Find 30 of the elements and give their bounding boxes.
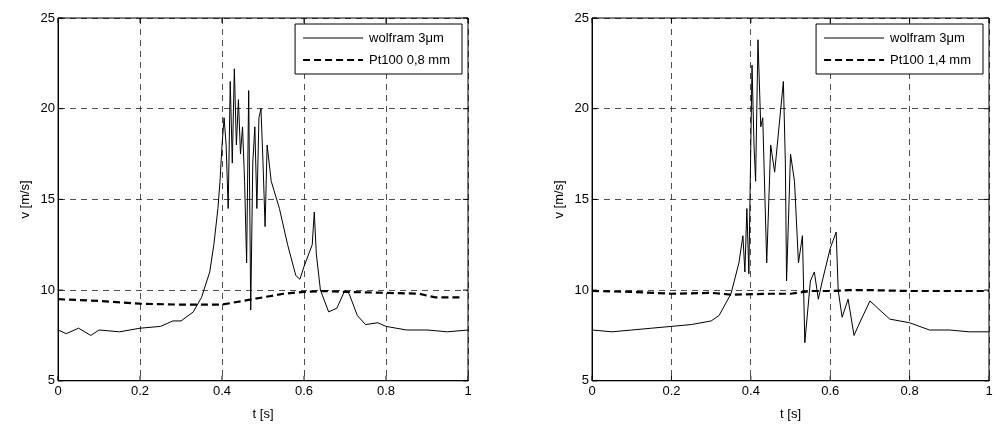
y-tick-label: 15	[574, 190, 590, 206]
y-tick-label: 5	[581, 372, 590, 388]
legend-label: Pt100 0,8 mm	[369, 51, 451, 67]
x-tick-label: 1	[464, 383, 472, 399]
x-tick-label: 0.2	[131, 383, 150, 399]
x-tick-label: 0.6	[294, 383, 314, 399]
x-tick-label: 0.6	[821, 383, 840, 399]
y-tick-label: 5	[47, 372, 56, 388]
y-tick-label: 10	[40, 281, 56, 297]
legend-label: wolfram 3μm	[368, 29, 444, 45]
y-axis-title: v [m/s]	[17, 180, 33, 219]
y-tick-label: 25	[40, 9, 56, 25]
x-tick-label: 0	[54, 383, 62, 399]
x-tick-label: 0.8	[900, 383, 919, 399]
x-tick-label: 0.8	[376, 383, 396, 399]
y-tick-label: 20	[574, 100, 590, 116]
x-tick-label: 0.2	[662, 383, 681, 399]
x-tick-label: 0.4	[741, 383, 760, 399]
x-axis-title: t [s]	[780, 405, 802, 421]
y-axis-title: v [m/s]	[551, 180, 567, 219]
x-tick-label: 1	[985, 383, 993, 399]
y-tick-label: 15	[40, 190, 56, 206]
legend-label: wolfram 3μm	[889, 29, 965, 45]
x-tick-label: 0.4	[213, 383, 232, 399]
y-tick-label: 20	[40, 100, 56, 116]
y-tick-label: 25	[574, 9, 590, 25]
x-axis-title: t [s]	[252, 405, 274, 421]
y-tick-label: 10	[574, 281, 590, 297]
x-tick-label: 0	[588, 383, 596, 399]
legend-label: Pt100 1,4 mm	[890, 51, 972, 67]
